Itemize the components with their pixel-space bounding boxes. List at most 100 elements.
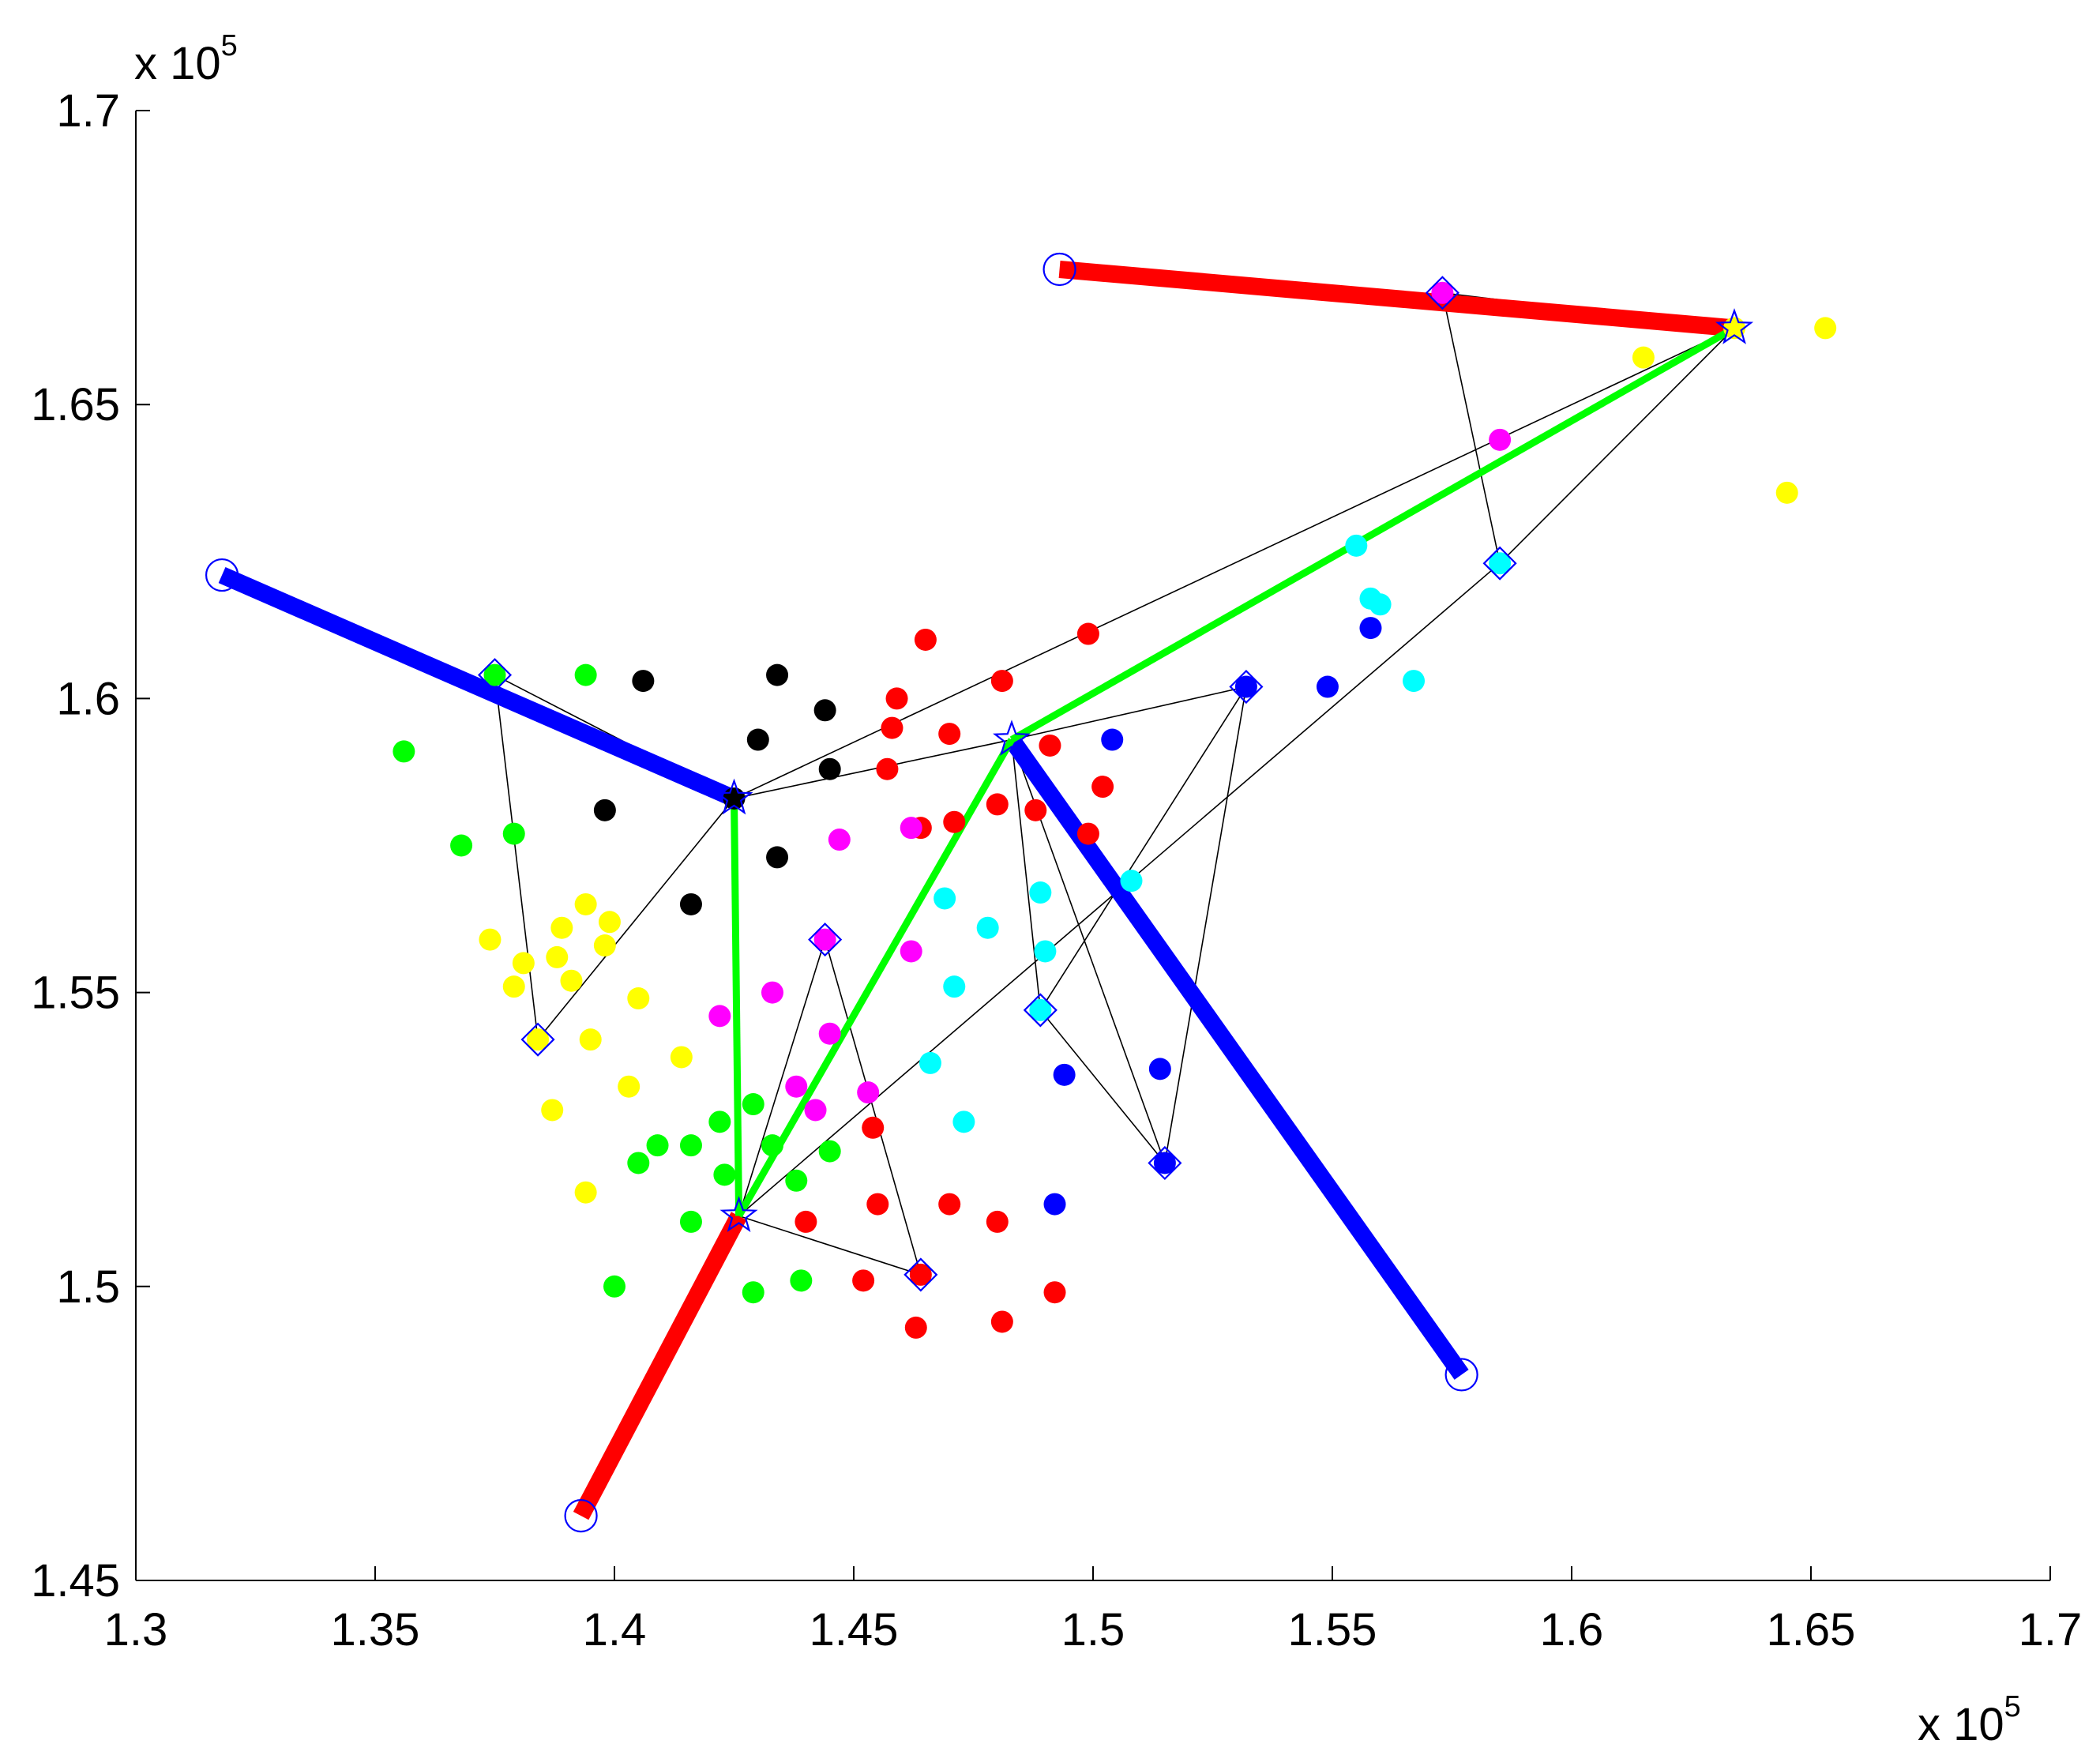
cyan-point	[919, 1051, 941, 1074]
diamond-marker	[1023, 993, 1058, 1028]
thin-segment	[1499, 327, 1735, 564]
blue-point	[1234, 675, 1257, 698]
circle-marker	[1042, 252, 1076, 287]
x-tick-label: 1.65	[1767, 1604, 1856, 1655]
green-point	[785, 1169, 808, 1192]
green-point	[574, 663, 597, 686]
red-point	[852, 1269, 875, 1292]
black-point	[746, 728, 769, 751]
green-point	[646, 1134, 669, 1157]
green-point	[742, 1281, 764, 1304]
yellow-point	[546, 945, 569, 968]
magenta-point	[813, 928, 836, 951]
green-point	[450, 834, 473, 857]
cyan-point	[1345, 534, 1368, 557]
y-tick-label: 1.6	[56, 673, 120, 724]
axis-exponents: x 105 x 105	[134, 29, 2021, 1750]
blue-point	[1316, 675, 1339, 698]
red-point	[795, 1210, 817, 1233]
star-marker	[993, 720, 1031, 756]
black-point	[766, 663, 789, 686]
black-point	[813, 699, 836, 722]
y-tick-label: 1.7	[56, 85, 120, 137]
x-tick-label: 1.55	[1288, 1604, 1377, 1655]
thin-line-network	[494, 291, 1735, 1276]
red-point	[909, 1263, 932, 1286]
red-point	[986, 793, 1009, 816]
green-point	[502, 822, 525, 845]
y-tick-label: 1.5	[56, 1261, 120, 1313]
red-thick-segment	[1058, 261, 1735, 337]
circle-marker	[564, 1499, 598, 1533]
yellow-point	[512, 952, 535, 975]
cyan-point	[1120, 870, 1143, 893]
y-exponent-power: 5	[221, 29, 238, 62]
red-point	[904, 1316, 927, 1339]
thin-segment	[738, 1215, 922, 1276]
star-marker	[715, 778, 753, 815]
x-tick-label: 1.35	[331, 1604, 420, 1655]
yellow-point	[1632, 346, 1655, 369]
cyan-point	[976, 916, 999, 939]
yellow-point	[479, 928, 502, 951]
red-point	[914, 628, 937, 651]
green-point	[761, 1134, 783, 1157]
red-point	[943, 810, 966, 833]
red-point	[876, 757, 899, 780]
green-thick-segment	[1009, 325, 1737, 743]
magenta-point	[708, 1005, 731, 1028]
cyan-point	[1369, 593, 1392, 616]
cyan-point	[934, 887, 956, 910]
magenta-point	[857, 1081, 880, 1104]
green-thick-segment	[731, 798, 743, 1216]
magenta-point	[1431, 281, 1454, 304]
yellow-point	[598, 911, 621, 934]
red-thick-segment	[573, 1212, 747, 1520]
blue-point	[1043, 1193, 1066, 1216]
red-point	[1024, 799, 1047, 821]
cyan-point	[943, 975, 966, 998]
red-point	[1039, 734, 1061, 757]
yellow-point	[502, 975, 525, 998]
black-point	[679, 893, 702, 915]
green-point	[603, 1275, 625, 1298]
black-point	[818, 757, 841, 780]
blue-thick-segment	[218, 566, 738, 807]
thin-segment	[1011, 686, 1247, 741]
green-point	[679, 1134, 702, 1157]
diamond-marker	[808, 923, 843, 957]
yellow-point	[593, 934, 616, 957]
black-point	[632, 670, 655, 693]
red-point	[1091, 776, 1114, 799]
diamond-marker	[1229, 669, 1264, 705]
red-point	[862, 1116, 885, 1139]
magenta-point	[818, 1022, 841, 1045]
green-point	[790, 1269, 813, 1292]
x-tick-label: 1.5	[1061, 1604, 1125, 1655]
x-tick-label: 1.45	[810, 1604, 899, 1655]
red-point	[990, 670, 1013, 693]
blue-thick-segment	[1005, 735, 1469, 1380]
magenta-point	[828, 829, 851, 851]
yellow-point	[1775, 481, 1798, 504]
node-markers	[205, 252, 1754, 1533]
ticks: 1.3 1.35 1.4 1.45 1.5 1.55 1.6 1.65 1.7 1.45 1.5 1.…	[31, 85, 2082, 1655]
x-tick-label: 1.7	[2019, 1604, 2083, 1655]
cyan-point	[1034, 940, 1057, 963]
yellow-point	[627, 987, 650, 1010]
blue-point	[1101, 728, 1124, 751]
blue-point	[1053, 1063, 1076, 1086]
star-marker	[719, 1196, 758, 1232]
black-point	[593, 799, 616, 821]
cyan-point	[1403, 670, 1426, 693]
cyan-point	[1029, 881, 1052, 904]
magenta-point	[804, 1099, 827, 1122]
blue-point	[1359, 617, 1382, 640]
magenta-point	[761, 981, 783, 1004]
red-point	[990, 1310, 1013, 1333]
y-axis-exponent: x 105	[134, 29, 238, 89]
diamond-marker	[903, 1257, 938, 1292]
magenta-point	[785, 1075, 808, 1098]
diamond-marker	[1148, 1145, 1182, 1181]
thin-segment	[734, 738, 1012, 799]
